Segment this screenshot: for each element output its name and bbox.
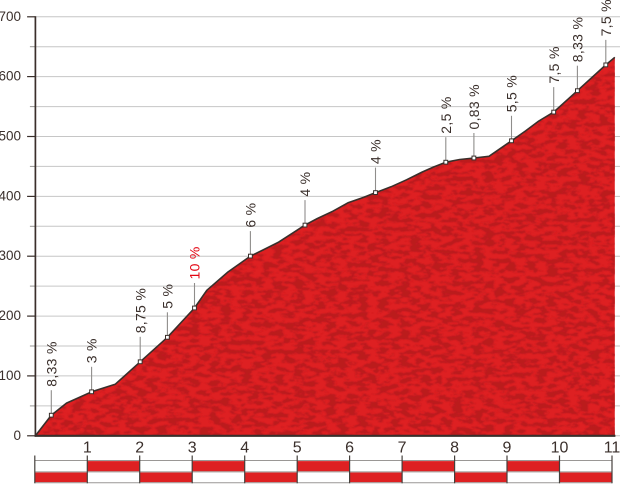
svg-text:8,33 %: 8,33 %: [570, 17, 586, 62]
svg-text:6 %: 6 %: [243, 203, 259, 228]
svg-text:700: 700: [0, 9, 21, 24]
svg-text:9: 9: [503, 440, 512, 457]
svg-text:3 %: 3 %: [84, 338, 100, 363]
svg-text:2,5 %: 2,5 %: [438, 96, 454, 133]
svg-text:100: 100: [0, 368, 21, 383]
svg-text:7,5 %: 7,5 %: [598, 0, 614, 36]
svg-text:6: 6: [345, 440, 354, 457]
svg-text:10 %: 10 %: [187, 246, 203, 279]
svg-text:400: 400: [0, 188, 21, 203]
svg-text:0,83 %: 0,83 %: [466, 84, 482, 129]
svg-text:2: 2: [135, 440, 144, 457]
svg-text:3: 3: [188, 440, 197, 457]
svg-text:5,5 %: 5,5 %: [504, 75, 520, 112]
svg-text:1: 1: [83, 440, 92, 457]
svg-text:4 %: 4 %: [368, 139, 384, 164]
svg-text:500: 500: [0, 129, 21, 144]
svg-text:8,75 %: 8,75 %: [132, 288, 148, 333]
svg-text:4 %: 4 %: [297, 172, 313, 197]
svg-text:5: 5: [293, 440, 302, 457]
svg-text:600: 600: [0, 69, 21, 84]
svg-text:5 %: 5 %: [160, 284, 176, 309]
svg-text:7: 7: [398, 440, 407, 457]
svg-text:11: 11: [604, 440, 620, 457]
svg-text:8: 8: [450, 440, 459, 457]
svg-text:0: 0: [13, 428, 21, 443]
svg-text:4: 4: [240, 440, 249, 457]
svg-text:8,33 %: 8,33 %: [43, 341, 59, 386]
svg-text:200: 200: [0, 308, 21, 323]
svg-text:7,5 %: 7,5 %: [546, 46, 562, 83]
svg-text:300: 300: [0, 248, 21, 263]
svg-text:10: 10: [551, 440, 569, 457]
